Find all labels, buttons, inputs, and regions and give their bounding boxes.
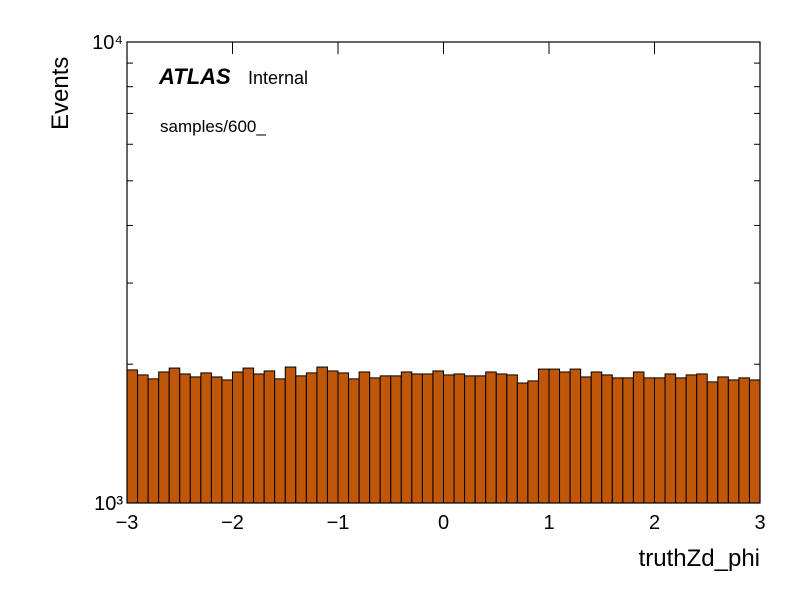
bar (137, 374, 149, 504)
bar (421, 373, 434, 504)
bar (158, 371, 170, 504)
status-label: Internal (248, 68, 308, 88)
bar (263, 370, 276, 504)
bar (611, 377, 624, 504)
bar (400, 371, 413, 504)
bar (242, 367, 255, 504)
x-tick-label: −1 (327, 512, 350, 534)
bar (622, 377, 634, 504)
bar (443, 374, 455, 504)
y-tick-label: 10³ (94, 493, 123, 515)
bar (601, 374, 613, 504)
bar (358, 371, 371, 504)
bar (379, 375, 392, 504)
bar (168, 367, 181, 504)
bar (316, 366, 328, 504)
bar (348, 378, 360, 504)
x-tick-label: 0 (438, 512, 449, 534)
experiment-label: ATLAS (158, 64, 231, 89)
bar (274, 378, 286, 504)
x-tick-label: 2 (649, 512, 660, 534)
bar (284, 366, 297, 504)
bar (506, 374, 518, 504)
bar (432, 370, 445, 504)
bar (717, 376, 729, 504)
x-tick-label: 3 (754, 512, 765, 534)
bar (411, 373, 423, 504)
bar (527, 380, 539, 504)
bar (369, 377, 381, 504)
y-tick-label: 10⁴ (92, 32, 123, 54)
bar (738, 377, 750, 504)
bar (232, 371, 244, 504)
bar (706, 381, 719, 504)
bar (390, 375, 402, 504)
annotation: samples/600_ (160, 117, 266, 136)
bar (147, 378, 160, 504)
bar (654, 377, 666, 504)
bar (537, 368, 550, 504)
bar (580, 376, 592, 504)
x-tick-label: −3 (116, 512, 139, 534)
bar (200, 372, 212, 504)
bar (210, 376, 223, 504)
bar (590, 371, 603, 504)
bar (337, 372, 350, 504)
bar (495, 373, 508, 504)
bar (485, 371, 497, 504)
bar (748, 379, 761, 504)
bar (126, 369, 139, 504)
x-tick-label: −2 (221, 512, 244, 534)
bar (643, 377, 656, 504)
bar (664, 373, 677, 504)
bar (548, 368, 561, 504)
bar (189, 376, 202, 504)
bar (727, 379, 740, 504)
bar (464, 375, 476, 504)
bar (685, 374, 698, 504)
bar (253, 373, 265, 504)
bar (569, 368, 582, 504)
bar (295, 375, 307, 504)
bar (632, 371, 645, 504)
bar (221, 379, 233, 504)
bar (453, 373, 466, 504)
bar (474, 375, 487, 504)
bar (305, 372, 318, 504)
bar (675, 377, 687, 504)
bar (326, 370, 339, 504)
bar (179, 373, 191, 504)
bar (516, 382, 529, 504)
x-tick-label: 1 (543, 512, 554, 534)
y-axis-label: Events (47, 57, 74, 130)
bar (559, 371, 571, 504)
x-axis-label: truthZd_phi (639, 545, 760, 572)
bar (696, 373, 708, 504)
